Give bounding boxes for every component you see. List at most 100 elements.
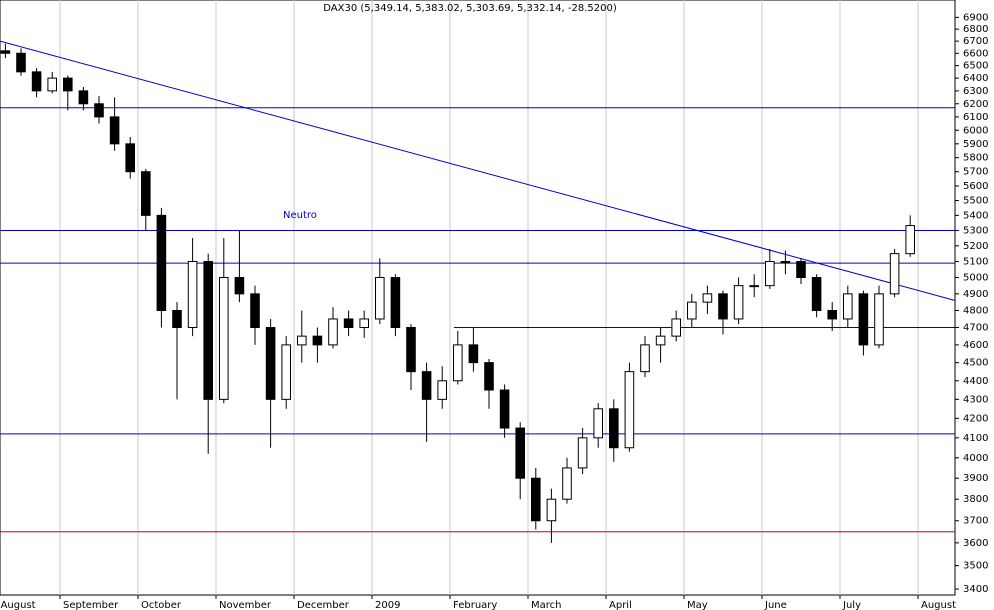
y-tick-label: 6400	[963, 73, 988, 84]
candle-body	[281, 344, 291, 400]
y-tick-label: 3800	[963, 494, 988, 505]
x-tick-label: December	[297, 600, 350, 610]
x-tick-label: October	[141, 600, 182, 610]
y-tick-label: 6800	[963, 24, 988, 35]
candle-body	[219, 277, 229, 400]
candle-body	[94, 103, 104, 118]
candle-body	[780, 261, 791, 264]
candle-body	[297, 335, 307, 346]
y-tick-label: 4100	[963, 433, 988, 444]
y-tick-label: 6200	[963, 99, 988, 110]
candle-body	[16, 52, 26, 73]
candle-body	[156, 214, 167, 312]
candle-body	[312, 335, 323, 346]
y-tick-label: 4700	[963, 323, 988, 334]
candle-body	[515, 427, 525, 479]
candle-body	[687, 301, 697, 320]
y-tick-label: 5300	[963, 225, 988, 236]
candle-body	[187, 261, 198, 329]
x-tick-label: June	[764, 600, 787, 610]
candle-body	[718, 293, 728, 320]
candle-body	[141, 171, 151, 216]
candle-body	[78, 90, 89, 105]
chart-title: DAX30 (5,349.14, 5,383.02, 5,303.69, 5,3…	[323, 3, 617, 14]
candle-body	[655, 335, 666, 346]
candle-body	[343, 318, 354, 329]
candle-body	[250, 293, 260, 329]
candle-body	[406, 327, 416, 373]
y-tick-label: 5800	[963, 153, 988, 164]
y-tick-label: 5500	[963, 196, 988, 207]
candle-body	[172, 310, 182, 329]
x-tick-label: March	[531, 600, 561, 610]
candle-body	[624, 371, 635, 449]
y-tick-label: 3700	[963, 516, 988, 527]
y-tick-label: 4400	[963, 376, 988, 387]
candle-body	[702, 293, 713, 303]
candle-body	[905, 225, 915, 255]
y-tick-label: 3600	[963, 538, 988, 549]
y-tick-label: 6100	[963, 112, 988, 123]
y-tick-label: 6700	[963, 36, 988, 47]
candle-body	[63, 77, 73, 92]
candle-body	[328, 318, 338, 346]
candle-body	[874, 293, 884, 346]
candle-body	[827, 310, 837, 320]
candle-body	[499, 389, 510, 429]
candle-body	[31, 71, 42, 92]
y-tick-label: 5200	[963, 241, 988, 252]
candle-body	[390, 277, 401, 329]
candle-body	[437, 380, 447, 400]
candle-body	[733, 285, 744, 320]
y-tick-label: 4500	[963, 358, 988, 369]
y-tick-label: 6000	[963, 125, 988, 136]
candle-body	[640, 344, 650, 373]
y-tick-label: 5900	[963, 139, 988, 150]
candle-body	[468, 344, 479, 364]
y-tick-label: 6500	[963, 61, 988, 72]
candle-body	[0, 50, 11, 54]
candle-body	[609, 408, 619, 449]
candle-body	[531, 477, 541, 522]
y-tick-label: 4600	[963, 340, 988, 351]
candle-body	[203, 261, 213, 400]
candle-body	[577, 437, 588, 469]
plot-area	[0, 0, 956, 596]
trendline	[0, 40, 956, 301]
y-tick-label: 6900	[963, 12, 988, 23]
candle-body	[843, 293, 853, 320]
y-tick-label: 4300	[963, 394, 988, 405]
candle-body	[109, 116, 120, 145]
y-tick-label: 3900	[963, 473, 988, 484]
y-tick-label: 5400	[963, 210, 988, 221]
x-tick-label: September	[63, 600, 119, 610]
y-tick-label: 4200	[963, 413, 988, 424]
x-tick-label: November	[219, 600, 272, 610]
y-tick-label: 6600	[963, 48, 988, 59]
candle-body	[671, 318, 681, 337]
candle-body	[375, 277, 385, 320]
candle-body	[749, 285, 759, 288]
candle-body	[125, 143, 135, 173]
x-tick-label: July	[842, 600, 861, 610]
candle-body	[811, 277, 822, 312]
x-tick-label: 2009	[375, 600, 400, 610]
x-tick-label: February	[453, 600, 497, 610]
y-tick-label: 6300	[963, 86, 988, 97]
candle-body	[546, 498, 557, 522]
candle-body	[234, 277, 245, 295]
candle-body	[858, 293, 869, 346]
x-tick-label: August	[1, 600, 36, 610]
candle-body	[593, 408, 603, 439]
annotation: Neutro	[283, 210, 317, 221]
y-tick-label: 4800	[963, 306, 988, 317]
candle-body	[421, 371, 432, 400]
x-tick-label: August	[921, 600, 956, 610]
y-tick-label: 5600	[963, 181, 988, 192]
candle-body	[359, 318, 369, 329]
candle-body	[796, 261, 806, 279]
y-tick-label: 5100	[963, 257, 988, 268]
y-tick-label: 4000	[963, 453, 988, 464]
